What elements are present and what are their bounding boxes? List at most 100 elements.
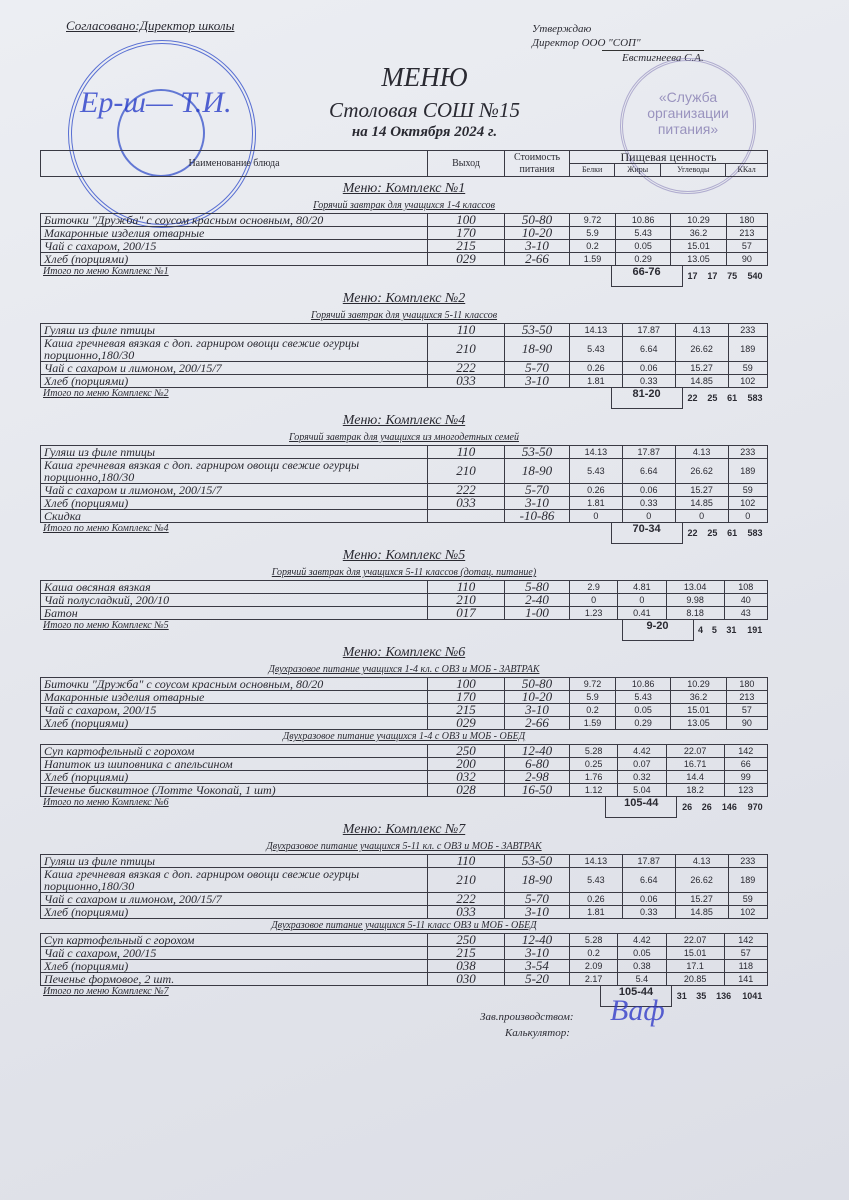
dish-cost: 18-90 bbox=[504, 458, 570, 484]
column-header: Наименование блюда Выход Стоимость питан… bbox=[40, 150, 768, 177]
total-protein: 22 bbox=[687, 393, 698, 404]
total-label: Итого по меню Комплекс №1 bbox=[43, 266, 169, 277]
dish-protein: 9.72 bbox=[569, 677, 616, 691]
total-fat: 5 bbox=[711, 625, 717, 636]
dish-kcal: 90 bbox=[725, 716, 769, 730]
block-subtitle: Горячий завтрак для учащихся 1-4 классов bbox=[313, 200, 495, 211]
dish-fat: 17.87 bbox=[621, 854, 676, 868]
menu-section: Меню: Комплекс №7 Двухразовое питание уча… bbox=[40, 822, 769, 1007]
dish-name: Гуляш из филе птицы bbox=[40, 854, 428, 868]
dish-cost: 12-40 bbox=[504, 744, 570, 758]
table-row: Чай полусладкий, 200/10 210 2-40 0 0 9.98 40 bbox=[40, 593, 769, 607]
table-row: Батон 017 1-00 1.23 0.41 8.18 43 bbox=[40, 606, 769, 620]
dish-carbs: 13.05 bbox=[670, 252, 727, 266]
dish-protein: 0.26 bbox=[569, 483, 623, 497]
dish-carbs: 9.98 bbox=[665, 593, 725, 607]
dish-fat: 4.81 bbox=[617, 580, 667, 594]
dish-name: Напиток из шиповника с апельсином bbox=[40, 757, 428, 771]
dish-fat: 4.42 bbox=[617, 933, 667, 947]
table-row: Гуляш из филе птицы 110 53-50 14.13 17.87 4.1… bbox=[40, 323, 769, 337]
dish-fat: 5.43 bbox=[614, 690, 672, 704]
dish-protein: 0 bbox=[568, 593, 619, 607]
total-row: Итого по меню Комплекс №4 70-34 22 25 61 583 bbox=[40, 523, 768, 544]
dish-carbs: 15.01 bbox=[670, 239, 727, 253]
dish-name: Чай с сахаром, 200/15 bbox=[40, 703, 428, 717]
dish-name: Гуляш из филе птицы bbox=[40, 445, 428, 459]
dish-name: Макаронные изделия отварные bbox=[40, 226, 428, 240]
col-nutrition: Пищевая ценность bbox=[569, 150, 768, 164]
dish-kcal: 141 bbox=[723, 972, 769, 986]
dish-name: Макаронные изделия отварные bbox=[40, 690, 428, 704]
dish-protein: 1.81 bbox=[569, 496, 623, 510]
table-row: Суп картофельный с горохом 250 12-40 5.28 4.… bbox=[40, 933, 769, 947]
menu-section: Меню: Комплекс №6 Двухразовое питание уча… bbox=[40, 645, 769, 818]
dish-table: Гуляш из филе птицы 110 53-50 14.13 17.87 4.1… bbox=[40, 854, 769, 919]
dish-fat: 0.33 bbox=[621, 496, 676, 510]
dish-protein: 1.81 bbox=[569, 905, 623, 919]
total-table: Итого по меню Комплекс №5 9-20 4 5 31 191 bbox=[40, 620, 768, 641]
table-row: Хлеб (порциями) 033 3-10 1.81 0.33 14.85 102 bbox=[40, 374, 769, 388]
dish-output: 210 bbox=[427, 867, 505, 893]
dish-output: 110 bbox=[427, 445, 505, 459]
dish-carbs: 13.04 bbox=[665, 580, 725, 594]
dish-carbs: 14.85 bbox=[674, 905, 729, 919]
dish-fat: 5.04 bbox=[617, 783, 667, 797]
block-subtitle: Двухразовое питание учащихся 5-11 класс … bbox=[271, 920, 537, 931]
dish-carbs: 17.1 bbox=[665, 959, 725, 973]
dish-kcal: 59 bbox=[727, 483, 769, 497]
menu-section: Меню: Комплекс №1 Горячий завтрак для уча… bbox=[40, 181, 769, 287]
dish-output: 017 bbox=[427, 606, 505, 620]
table-row: Макаронные изделия отварные 170 10-20 5.9 5.… bbox=[40, 690, 769, 704]
table-row: Печенье бисквитное (Лотте Чокопай, 1 шт)… bbox=[40, 783, 769, 797]
dish-kcal: 233 bbox=[727, 445, 769, 459]
dish-name: Хлеб (порциями) bbox=[40, 252, 428, 266]
dish-protein: 1.23 bbox=[568, 606, 619, 620]
block-subtitle: Двухразовое питание учащихся 1-4 с ОВЗ и… bbox=[282, 731, 526, 742]
block-subtitle: Горячий завтрак для учащихся 5-11 классо… bbox=[310, 310, 498, 321]
dish-carbs: 14.4 bbox=[665, 770, 725, 784]
dish-kcal: 66 bbox=[723, 757, 769, 771]
dish-carbs: 14.85 bbox=[674, 496, 729, 510]
dish-fat: 0.33 bbox=[621, 905, 676, 919]
dish-kcal: 99 bbox=[723, 770, 769, 784]
dish-carbs: 26.62 bbox=[674, 867, 729, 893]
total-fat: 25 bbox=[707, 528, 718, 539]
dish-fat: 0.06 bbox=[621, 892, 676, 906]
dish-fat: 5.4 bbox=[617, 972, 667, 986]
dish-kcal: 40 bbox=[723, 593, 769, 607]
total-protein: 4 bbox=[698, 625, 704, 636]
dish-fat: 0.41 bbox=[617, 606, 667, 620]
total-carbs: 146 bbox=[721, 802, 737, 813]
dish-kcal: 59 bbox=[727, 892, 769, 906]
total-kcal: 583 bbox=[747, 393, 763, 404]
dish-output: 215 bbox=[427, 239, 505, 253]
dish-name: Печенье формовое, 2 шт. bbox=[40, 972, 428, 986]
table-row: Хлеб (порциями) 033 3-10 1.81 0.33 14.85 102 bbox=[40, 496, 769, 510]
dish-carbs: 18.2 bbox=[665, 783, 725, 797]
dish-output: 030 bbox=[427, 972, 505, 986]
dish-name: Чай с сахаром, 200/15 bbox=[40, 946, 428, 960]
col-kcal: ККал bbox=[725, 163, 768, 177]
block-subtitle: Горячий завтрак для учащихся 5-11 классо… bbox=[271, 567, 537, 578]
total-kcal: 583 bbox=[747, 528, 763, 539]
table-row: Биточки "Дружба" с соусом красным основн… bbox=[40, 677, 769, 691]
table-row: Печенье формовое, 2 шт. 030 5-20 2.17 5.4 20.… bbox=[40, 972, 769, 986]
section-title: Меню: Комплекс №5 bbox=[342, 548, 466, 563]
dish-carbs: 14.85 bbox=[674, 374, 729, 388]
dish-fat: 10.86 bbox=[614, 677, 672, 691]
dish-kcal: 142 bbox=[723, 933, 769, 947]
dish-fat: 0 bbox=[621, 509, 676, 523]
dish-protein: 0.2 bbox=[569, 703, 616, 717]
dish-name: Чай с сахаром и лимоном, 200/15/7 bbox=[40, 483, 428, 497]
dish-kcal: 213 bbox=[725, 226, 769, 240]
total-protein: 31 bbox=[676, 991, 687, 1002]
dish-cost: 50-80 bbox=[504, 213, 570, 227]
total-protein: 17 bbox=[687, 271, 698, 282]
dish-protein: 14.13 bbox=[569, 445, 623, 459]
dish-carbs: 15.01 bbox=[665, 946, 725, 960]
table-row: Хлеб (порциями) 032 2-98 1.76 0.32 14.4 99 bbox=[40, 770, 769, 784]
total-label: Итого по меню Комплекс №4 bbox=[43, 523, 169, 534]
dish-fat: 0.32 bbox=[617, 770, 667, 784]
dish-carbs: 22.07 bbox=[665, 744, 725, 758]
